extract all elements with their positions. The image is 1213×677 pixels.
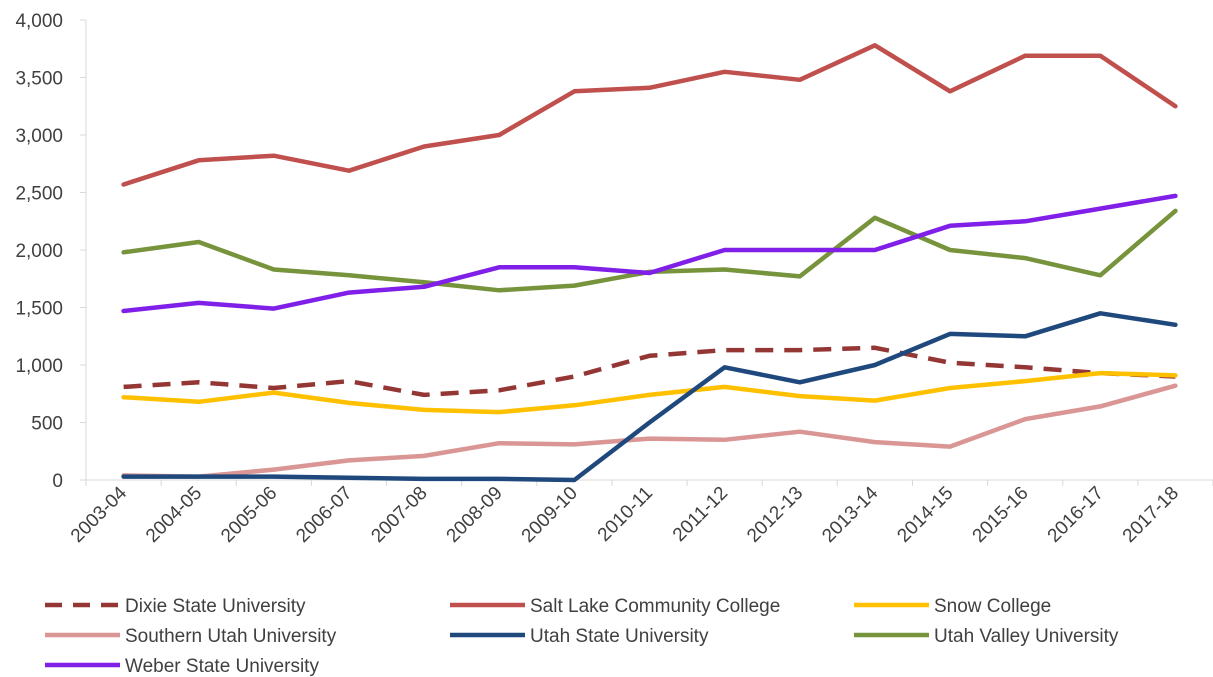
x-tick-label: 2017-18 (1119, 483, 1183, 547)
y-tick-label: 4,000 (15, 11, 63, 32)
x-tick-label: 2015-16 (969, 483, 1033, 547)
y-tick-label: 1,000 (15, 356, 63, 377)
x-tick-label: 2009-10 (518, 483, 582, 547)
series-line-utah-state-university (121, 311, 1178, 483)
legend-label-snow-college: Snow College (934, 596, 1051, 617)
x-tick-label: 2012-13 (743, 483, 807, 547)
x-tick-label: 2016-17 (1044, 483, 1108, 547)
series-line-snow-college (121, 370, 1178, 415)
x-tick-label: 2007-08 (367, 483, 431, 547)
x-tick-label: 2003-04 (67, 482, 131, 546)
series-line-southern-utah-university (121, 383, 1178, 479)
y-tick-label: 2,500 (15, 184, 63, 205)
legend-label-utah-state-university: Utah State University (530, 626, 709, 647)
legend-label-weber-state-university: Weber State University (125, 656, 319, 677)
legend-label-southern-utah-university: Southern Utah University (125, 626, 337, 647)
x-tick-label: 2005-06 (217, 483, 281, 547)
y-tick-label: 500 (31, 414, 63, 435)
y-tick-label: 2,000 (15, 241, 63, 262)
legend-label-dixie-state-university: Dixie State University (125, 596, 306, 617)
x-tick-label: 2011-12 (669, 483, 732, 546)
legend-label-utah-valley-university: Utah Valley University (934, 626, 1119, 647)
x-tick-label: 2014-15 (893, 483, 957, 547)
legend-label-salt-lake-community-college: Salt Lake Community College (530, 596, 780, 617)
series-lines (121, 43, 1178, 483)
y-tick-label: 3,500 (15, 69, 63, 90)
y-tick-label: 1,500 (15, 299, 63, 320)
x-tick-label: 2010-11 (594, 483, 657, 546)
series-line-salt-lake-community-college (121, 43, 1178, 187)
series-line-dixie-state-university (123, 345, 1176, 398)
legend: Dixie State University Salt Lake Communit… (45, 596, 1119, 677)
y-tick-label: 0 (52, 471, 63, 492)
x-tick-label: 2008-09 (443, 483, 507, 547)
x-tick-label: 2013-14 (818, 482, 882, 546)
x-tick-label: 2006-07 (292, 483, 356, 547)
x-tick-label: 2004-05 (142, 483, 206, 547)
series-line-weber-state-university (121, 193, 1178, 314)
y-tick-label: 3,000 (15, 126, 63, 147)
